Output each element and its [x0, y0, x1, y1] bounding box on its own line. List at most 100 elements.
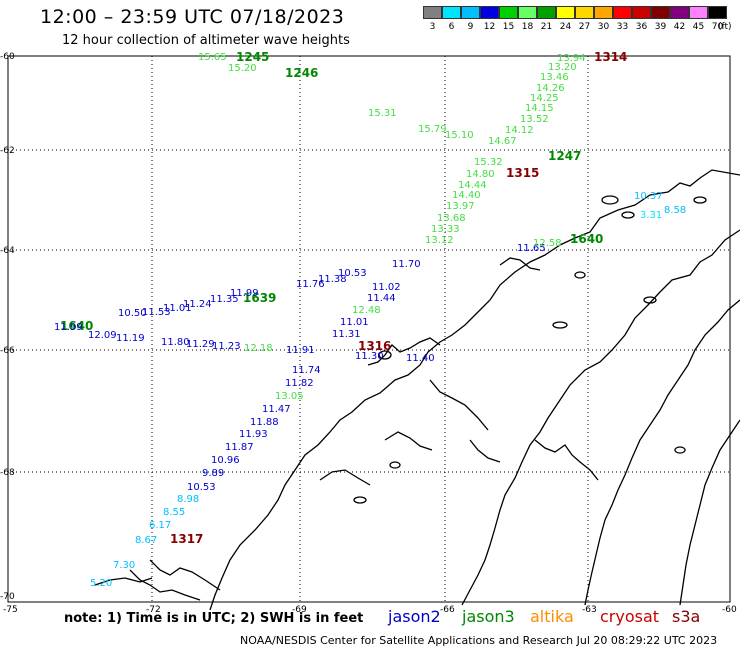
longitude-label: -63 [582, 605, 597, 615]
wave-height-value: 11.80 [161, 337, 190, 348]
longitude-label: -72 [146, 605, 161, 615]
scale-swatch [575, 6, 594, 19]
scale-label: 12 [483, 22, 496, 32]
wave-height-value: 10.37 [634, 191, 663, 202]
pass-time-label: 1314 [594, 50, 627, 64]
wave-height-value: 12.48 [352, 305, 381, 316]
latitude-label: -66 [0, 346, 15, 356]
wave-height-value: 11.76 [296, 279, 325, 290]
wave-height-value: 10.50 [118, 308, 147, 319]
wave-height-value: 15.79 [418, 124, 447, 135]
scale-swatch [689, 6, 708, 19]
wave-height-value: 9.89 [202, 468, 224, 479]
scale-label: 45 [692, 22, 705, 32]
scale-swatch [651, 6, 670, 19]
scale-swatch [556, 6, 575, 19]
scale-label: 15 [502, 22, 515, 32]
pass-time-label: 1640 [60, 319, 93, 333]
longitude-label: -69 [292, 605, 307, 615]
pass-time-label: 1247 [548, 149, 581, 163]
scale-label: 30 [597, 22, 610, 32]
wave-height-value: 14.67 [488, 136, 517, 147]
pass-time-label: 1316 [358, 339, 391, 353]
satellite-legend-s3a: s3a [672, 607, 701, 626]
latitude-label: -62 [0, 146, 15, 156]
wave-height-value: 12.09 [88, 330, 117, 341]
wave-height-value: 14.40 [452, 190, 481, 201]
satellite-legend-jason3: jason3 [462, 607, 515, 626]
wave-height-value: 5.20 [90, 578, 112, 589]
scale-swatch [632, 6, 651, 19]
satellite-legend-altika: altika [530, 607, 574, 626]
wave-height-value: 13.12 [425, 235, 454, 246]
wave-height-value: 14.26 [536, 83, 565, 94]
wave-height-value: 11.19 [116, 333, 145, 344]
wave-height-value: 11.02 [372, 282, 401, 293]
wave-height-value: 15.65 [198, 52, 227, 63]
satellite-legend-cryosat: cryosat [600, 607, 660, 626]
wave-height-value: 11.99 [230, 288, 259, 299]
pass-time-label: 1639 [243, 291, 276, 305]
wave-height-value: 11.40 [406, 353, 435, 364]
latitude-label: -64 [0, 246, 15, 256]
pass-time-label: 1640 [570, 232, 603, 246]
latitude-label: -68 [0, 468, 15, 478]
scale-label: 21 [540, 22, 553, 32]
wave-height-value: 14.44 [458, 180, 487, 191]
wave-height-value: 13.68 [437, 213, 466, 224]
wave-height-value: 10.96 [211, 455, 240, 466]
longitude-label: -60 [722, 605, 737, 615]
wave-height-value: 11.70 [392, 259, 421, 270]
scale-swatch [613, 6, 632, 19]
scale-swatch [480, 6, 499, 19]
pass-time-label: 1315 [506, 166, 539, 180]
wave-height-value: 15.32 [474, 157, 503, 168]
scale-swatch [461, 6, 480, 19]
satellite-legend-jason2: jason2 [388, 607, 441, 626]
wave-height-value: 8.58 [664, 205, 686, 216]
wave-height-value: 11.30 [355, 351, 384, 362]
wave-height-value: 7.30 [113, 560, 135, 571]
scale-label: 70 [711, 22, 724, 32]
pass-time-label: 1245 [236, 50, 269, 64]
pass-time-label: 1317 [170, 532, 203, 546]
scale-label: 27 [578, 22, 591, 32]
footer-note: note: 1) Time is in UTC; 2) SWH is in fe… [64, 611, 364, 626]
scale-label: 33 [616, 22, 629, 32]
wave-height-value: 13.46 [540, 72, 569, 83]
scale-label: 9 [467, 22, 474, 32]
scale-label: 42 [673, 22, 686, 32]
wave-height-value: 11.88 [250, 417, 279, 428]
longitude-label: -66 [440, 605, 455, 615]
wave-height-value: 13.97 [446, 201, 475, 212]
scale-unit-label: (ft) [718, 22, 732, 32]
lat-lon-grid [8, 56, 730, 602]
wave-height-value: 13.94 [557, 53, 586, 64]
scale-swatch [537, 6, 556, 19]
scale-swatch [518, 6, 537, 19]
wave-height-value: 8.67 [135, 535, 157, 546]
scale-swatch [499, 6, 518, 19]
wave-height-value: 11.01 [340, 317, 369, 328]
scale-label: 24 [559, 22, 572, 32]
wave-height-value: 11.99 [54, 322, 83, 333]
wave-height-labels: 1245 1246 1314 1247 1315 1640 1639 1316 1317 1640… [54, 50, 686, 589]
wave-height-value: 11.91 [286, 345, 315, 356]
wave-height-value: 11.93 [239, 429, 268, 440]
credit-line: NOAA/NESDIS Center for Satellite Applica… [240, 634, 718, 647]
wave-height-value: 6.17 [149, 520, 171, 531]
scale-swatch [708, 6, 727, 19]
wave-height-value: 11.01 [163, 303, 192, 314]
wave-height-value: 3.31 [640, 210, 662, 221]
chart-subtitle: 12 hour collection of altimeter wave hei… [62, 33, 350, 48]
scale-swatch [423, 6, 442, 19]
wave-height-value: 11.53 [142, 307, 171, 318]
wave-height-value: 13.05 [275, 391, 304, 402]
latitude-label: -70 [0, 592, 15, 602]
wave-height-value: 8.55 [163, 507, 185, 518]
wave-height-value: 14.80 [466, 169, 495, 180]
wave-height-value: 11.31 [332, 329, 361, 340]
wave-height-value: 10.53 [338, 268, 367, 279]
wave-height-value: 11.47 [262, 404, 291, 415]
